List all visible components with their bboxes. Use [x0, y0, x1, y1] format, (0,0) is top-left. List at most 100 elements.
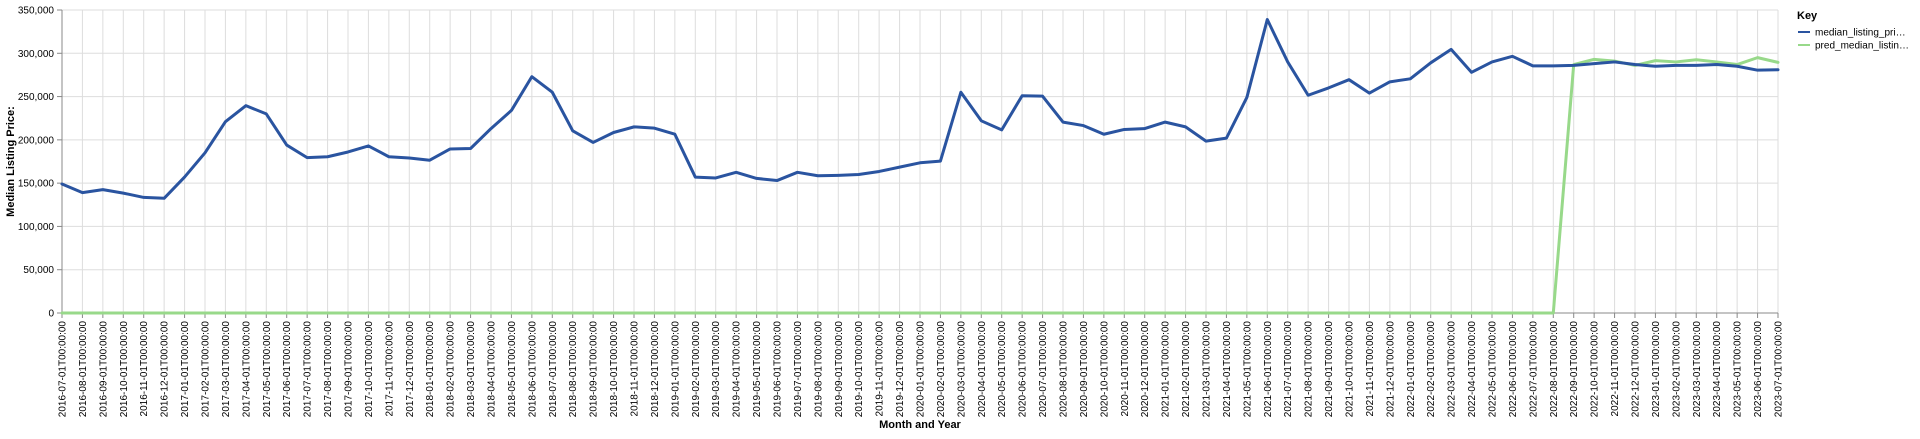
x-tick-label: 2021-08-01T00:00:00 — [1304, 321, 1315, 418]
x-tick-label: 2019-07-01T00:00:00 — [793, 321, 804, 418]
x-tick-label: 2021-11-01T00:00:00 — [1365, 321, 1376, 417]
x-tick-label: 2020-06-01T00:00:00 — [1018, 321, 1029, 418]
x-tick-label: 2020-09-01T00:00:00 — [1079, 321, 1090, 418]
y-tick-label: 50,000 — [23, 265, 54, 276]
x-tick-label: 2017-01-01T00:00:00 — [180, 321, 191, 418]
x-tick-label: 2020-08-01T00:00:00 — [1059, 321, 1070, 418]
x-tick-label: 2019-02-01T00:00:00 — [691, 321, 702, 418]
x-tick-label: 2018-02-01T00:00:00 — [446, 321, 457, 418]
x-tick-label: 2017-06-01T00:00:00 — [282, 321, 293, 418]
x-tick-label: 2019-12-01T00:00:00 — [895, 321, 906, 418]
x-tick-label: 2020-04-01T00:00:00 — [977, 321, 988, 418]
x-tick-label: 2020-03-01T00:00:00 — [956, 321, 967, 418]
x-tick-label: 2020-11-01T00:00:00 — [1120, 321, 1131, 417]
x-tick-label: 2017-08-01T00:00:00 — [323, 321, 334, 418]
x-tick-label: 2021-06-01T00:00:00 — [1263, 321, 1274, 418]
x-tick-label: 2016-09-01T00:00:00 — [98, 321, 109, 418]
x-axis-title: Month and Year — [879, 419, 961, 431]
x-tick-label: 2023-07-01T00:00:00 — [1774, 321, 1785, 418]
x-tick-label: 2018-11-01T00:00:00 — [630, 321, 641, 417]
x-tick-label: 2020-12-01T00:00:00 — [1140, 321, 1151, 418]
x-tick-label: 2018-12-01T00:00:00 — [650, 321, 661, 418]
x-tick-label: 2018-07-01T00:00:00 — [548, 321, 559, 418]
legend: Key median_listing_pri… pred_median_listi… — [1797, 10, 1909, 52]
x-tick-label: 2022-03-01T00:00:00 — [1447, 321, 1458, 418]
series-line-1 — [60, 56, 1780, 315]
x-tick-label: 2019-06-01T00:00:00 — [773, 321, 784, 418]
x-tick-label: 2021-02-01T00:00:00 — [1181, 321, 1192, 418]
x-tick-label: 2021-05-01T00:00:00 — [1242, 321, 1253, 418]
x-tick-label: 2018-05-01T00:00:00 — [507, 321, 518, 418]
x-tick-label: 2020-07-01T00:00:00 — [1038, 321, 1049, 418]
x-tick-label: 2023-01-01T00:00:00 — [1651, 321, 1662, 418]
x-tick-label: 2022-07-01T00:00:00 — [1528, 321, 1539, 418]
x-tick-label: 2019-03-01T00:00:00 — [711, 321, 722, 418]
x-tick-label: 2022-05-01T00:00:00 — [1488, 321, 1499, 418]
x-tick-label: 2018-09-01T00:00:00 — [589, 321, 600, 418]
x-tick-label: 2017-04-01T00:00:00 — [241, 321, 252, 418]
x-tick-label: 2021-03-01T00:00:00 — [1202, 321, 1213, 418]
x-tick-label: 2017-09-01T00:00:00 — [344, 321, 355, 418]
x-tick-label: 2022-06-01T00:00:00 — [1508, 321, 1519, 418]
x-tick-label: 2017-12-01T00:00:00 — [405, 321, 416, 418]
x-tick-label: 2017-07-01T00:00:00 — [303, 321, 314, 418]
x-tick-label: 2018-04-01T00:00:00 — [487, 321, 498, 418]
series-line-0 — [60, 18, 1780, 200]
x-tick-label: 2020-01-01T00:00:00 — [916, 321, 927, 418]
y-tick-label: 150,000 — [18, 179, 55, 190]
x-tick-label: 2022-12-01T00:00:00 — [1631, 321, 1642, 418]
legend-label: median_listing_pri… — [1815, 28, 1906, 39]
x-tick-label: 2016-11-01T00:00:00 — [139, 321, 150, 417]
x-tick-label: 2017-10-01T00:00:00 — [364, 321, 375, 418]
x-tick-label: 2021-12-01T00:00:00 — [1385, 321, 1396, 418]
x-tick-label: 2016-12-01T00:00:00 — [160, 321, 171, 418]
x-tick-label: 2019-04-01T00:00:00 — [732, 321, 743, 418]
x-tick-label: 2020-02-01T00:00:00 — [936, 321, 947, 418]
x-tick-label: 2022-09-01T00:00:00 — [1569, 321, 1580, 418]
x-tick-label: 2019-10-01T00:00:00 — [854, 321, 865, 418]
x-tick-label: 2019-09-01T00:00:00 — [834, 321, 845, 418]
x-tick-label: 2021-04-01T00:00:00 — [1222, 321, 1233, 418]
x-tick-label: 2019-01-01T00:00:00 — [670, 321, 681, 418]
x-tick-label: 2021-10-01T00:00:00 — [1345, 321, 1356, 418]
x-tick-label: 2019-08-01T00:00:00 — [813, 321, 824, 418]
x-tick-label: 2022-10-01T00:00:00 — [1590, 321, 1601, 418]
x-tick-label: 2016-10-01T00:00:00 — [119, 321, 130, 418]
legend-title: Key — [1797, 10, 1818, 22]
x-tick-label: 2018-06-01T00:00:00 — [527, 321, 538, 418]
x-tick-label: 2023-04-01T00:00:00 — [1712, 321, 1723, 418]
y-tick-label: 200,000 — [18, 135, 55, 146]
x-tick-label: 2017-03-01T00:00:00 — [221, 321, 232, 418]
y-tick-label: 300,000 — [18, 49, 55, 60]
x-tick-label: 2021-01-01T00:00:00 — [1161, 321, 1172, 418]
x-tick-label: 2022-08-01T00:00:00 — [1549, 321, 1560, 418]
gridlines — [61, 9, 1779, 314]
x-tick-label: 2022-01-01T00:00:00 — [1406, 321, 1417, 418]
x-tick-label: 2021-09-01T00:00:00 — [1324, 321, 1335, 418]
y-tick-label: 350,000 — [18, 6, 55, 17]
x-tick-label: 2022-11-01T00:00:00 — [1610, 321, 1621, 417]
x-tick-label: 2017-11-01T00:00:00 — [384, 321, 395, 417]
y-tick-label: 250,000 — [18, 92, 55, 103]
y-tick-label: 100,000 — [18, 222, 55, 233]
x-tick-label: 2023-06-01T00:00:00 — [1753, 321, 1764, 418]
x-tick-label: 2017-02-01T00:00:00 — [201, 321, 212, 418]
x-tick-label: 2018-03-01T00:00:00 — [466, 321, 477, 418]
y-axis-title: Median Listing Price: — [5, 106, 17, 217]
x-tick-label: 2018-10-01T00:00:00 — [609, 321, 620, 418]
y-tick-label: 0 — [48, 309, 54, 320]
x-tick-label: 2021-07-01T00:00:00 — [1283, 321, 1294, 418]
x-tick-label: 2022-02-01T00:00:00 — [1426, 321, 1437, 418]
x-tick-label: 2016-08-01T00:00:00 — [78, 321, 89, 418]
legend-items: median_listing_pri… pred_median_listin… — [1798, 28, 1909, 52]
x-tick-label: 2018-01-01T00:00:00 — [425, 321, 436, 418]
x-tick-label: 2020-10-01T00:00:00 — [1099, 321, 1110, 418]
x-tick-label: 2017-05-01T00:00:00 — [262, 321, 273, 418]
x-tick-label: 2023-03-01T00:00:00 — [1692, 321, 1703, 418]
x-tick-label: 2019-11-01T00:00:00 — [875, 321, 886, 417]
x-tick-label: 2016-07-01T00:00:00 — [58, 321, 69, 418]
x-tick-label: 2023-05-01T00:00:00 — [1733, 321, 1744, 418]
legend-label: pred_median_listin… — [1815, 41, 1909, 52]
